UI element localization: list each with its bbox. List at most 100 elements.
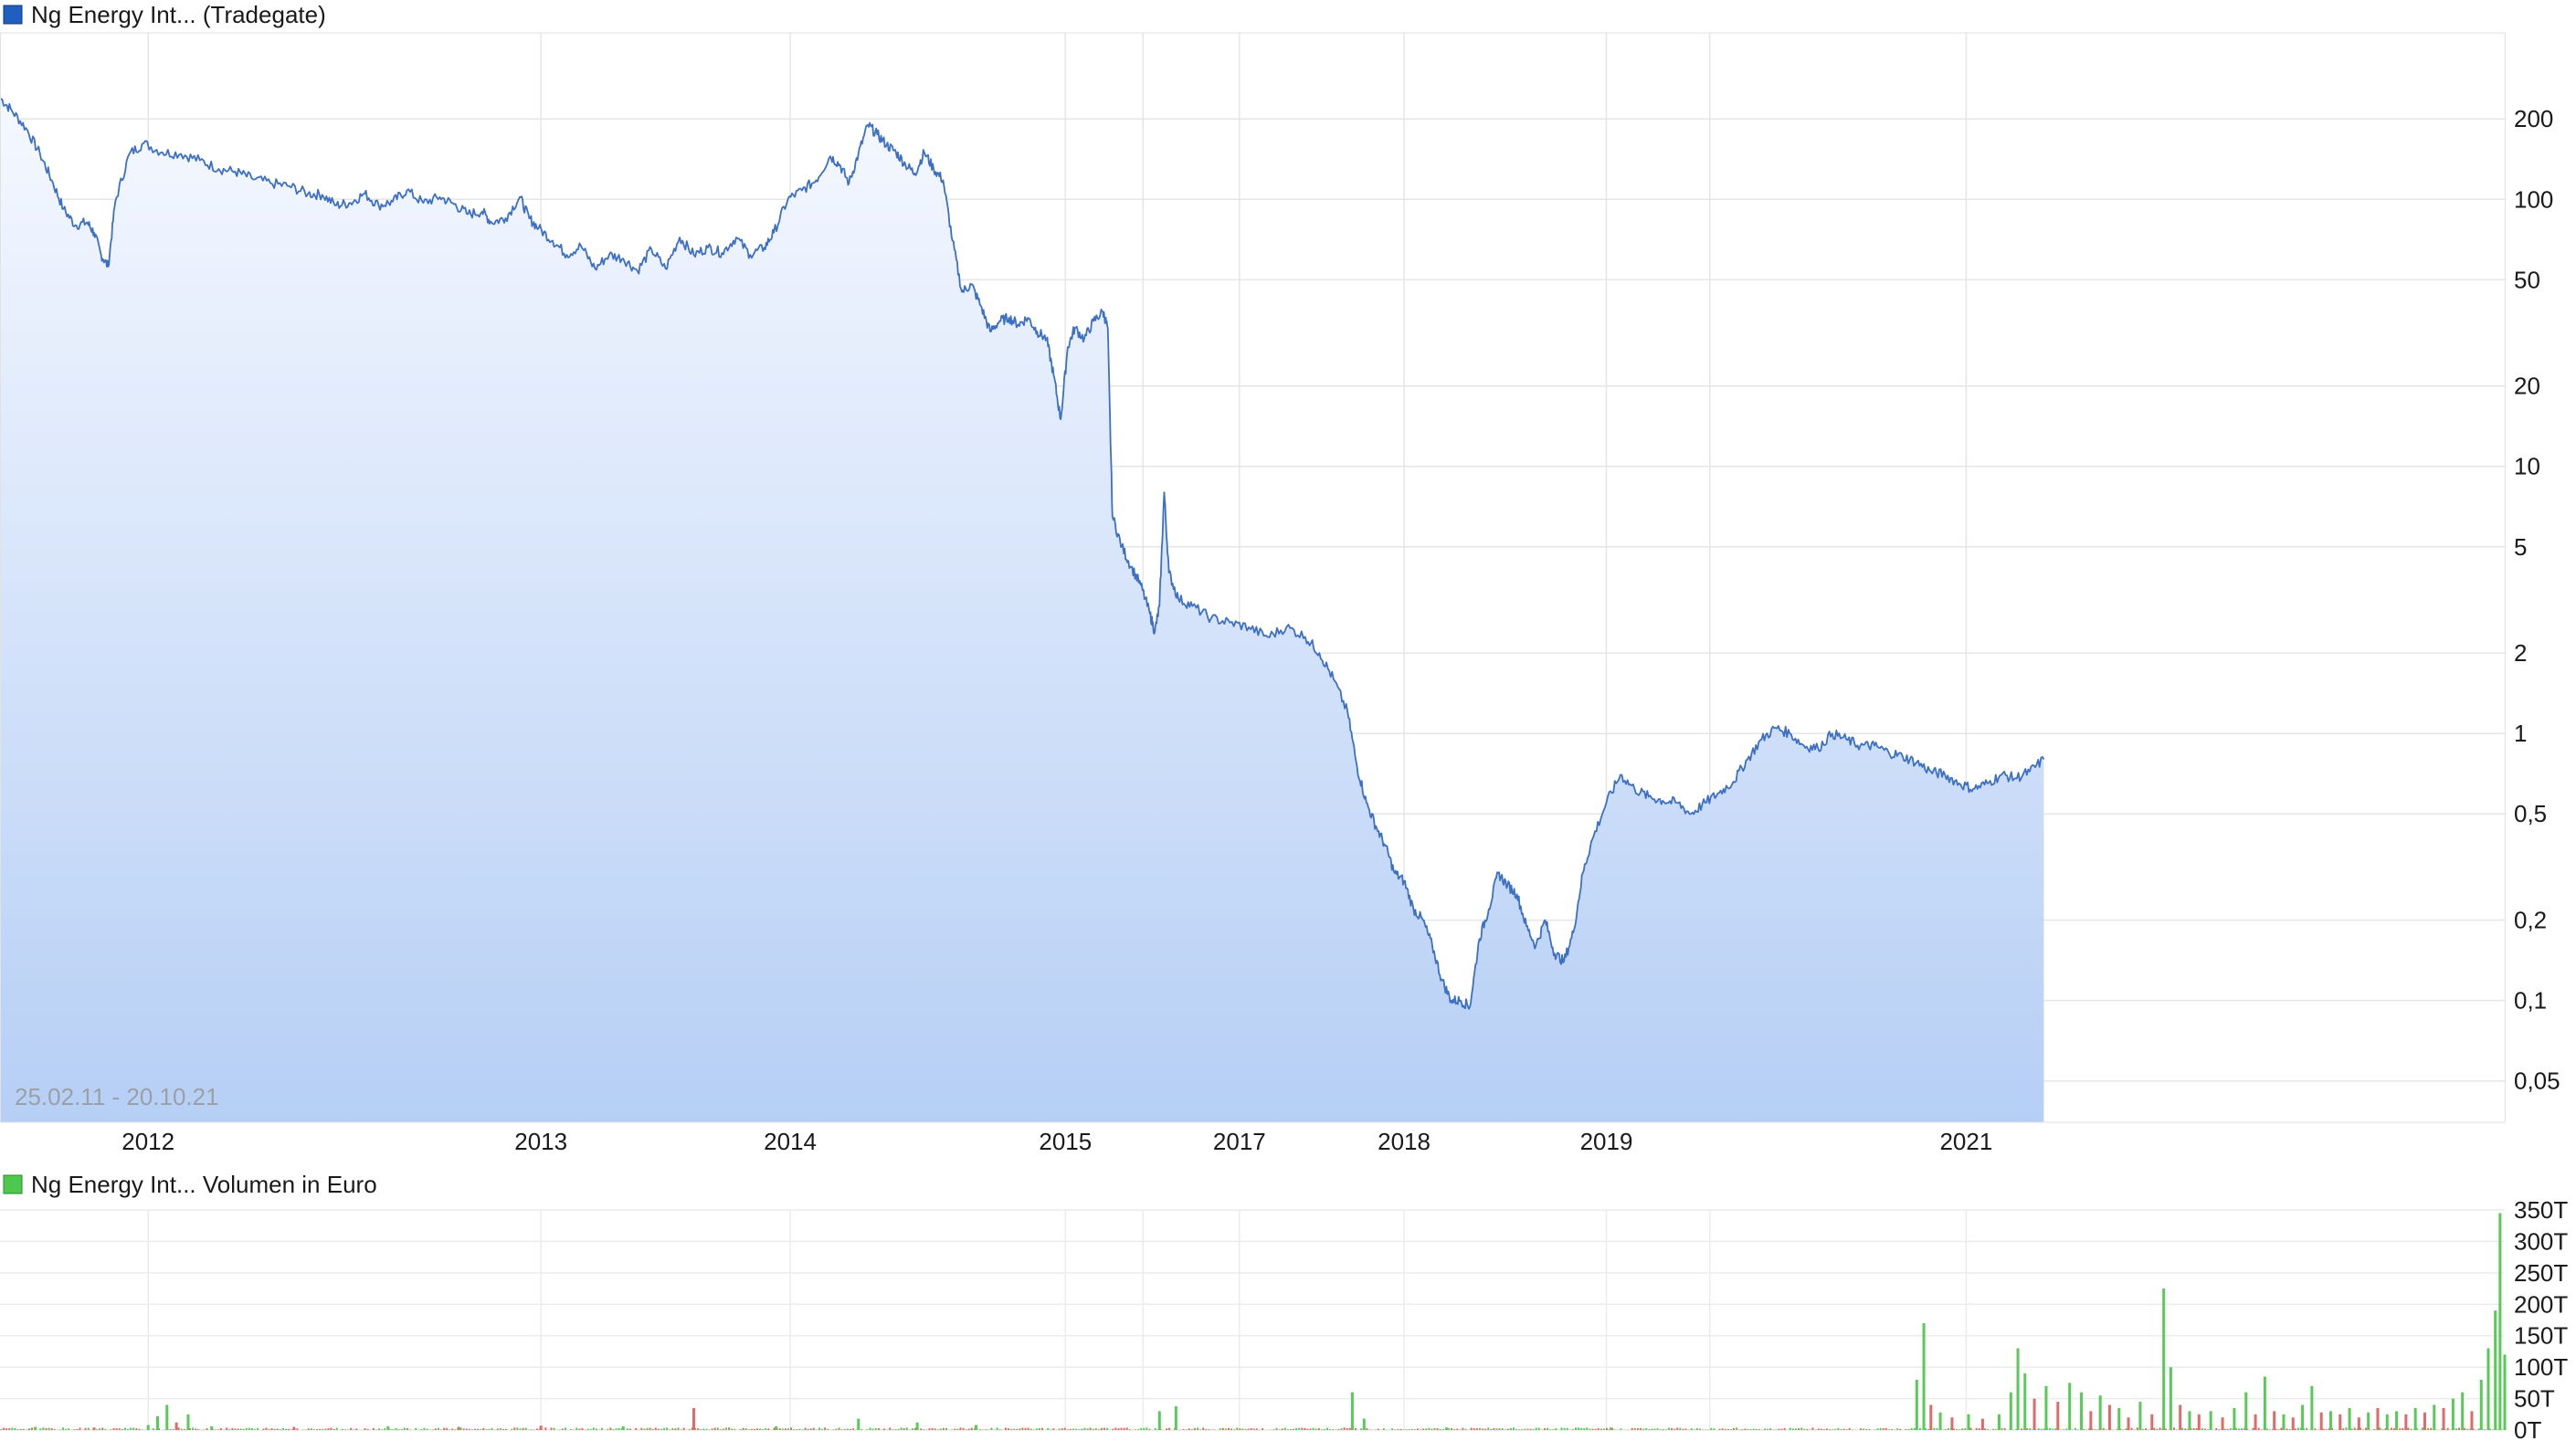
volume-bar [1038,1428,1040,1430]
price-legend-swatch [3,5,23,25]
volume-bar [519,1428,522,1430]
volume-bar [1301,1427,1304,1430]
volume-bar [468,1428,470,1430]
volume-bar [2338,1414,2342,1430]
volume-bar [1549,1429,1552,1430]
volume-bar [112,1428,115,1430]
volume-bar [2215,1427,2218,1430]
volume-bar [1662,1428,1664,1430]
volume-bar [1664,1429,1667,1430]
volume-bar [2233,1407,2236,1430]
volume-bar [2444,1429,2446,1430]
x-tick-label: 2015 [1039,1128,1092,1155]
volume-bar [1066,1429,1069,1430]
volume-bar [3,1427,5,1430]
volume-bar [1829,1429,1832,1430]
volume-bar [1128,1428,1131,1430]
volume-bar [2415,1427,2418,1430]
volume-bar [2252,1427,2254,1430]
volume-bar [239,1428,242,1430]
volume-bar [1100,1427,1103,1430]
volume-bar [1343,1427,1346,1430]
volume-bar [1631,1427,1633,1430]
volume-bar [897,1428,900,1430]
volume-bar [2176,1429,2179,1430]
volume-bar [437,1427,439,1430]
volume-bar [928,1428,931,1430]
volume-bar [905,1427,908,1430]
volume-bar [1114,1427,1117,1430]
volume-bar [1041,1427,1044,1430]
volume-bar [2288,1429,2291,1430]
volume-bar [821,1428,824,1430]
volume-bar [742,1427,744,1430]
volume-bar [1560,1427,1563,1430]
volume-bar [1944,1428,1947,1430]
volume-bar [889,1427,892,1430]
volume-bar [1298,1427,1301,1430]
volume-bar [1199,1429,1202,1430]
volume-bar [702,1428,705,1430]
volume-bar [138,1428,141,1430]
volume-bar [798,1428,801,1430]
volume-bar [589,1429,592,1430]
volume-bar [443,1427,446,1430]
volume-bar [1013,1428,1016,1430]
volume-bar [2458,1427,2461,1430]
price-y-tick-label: 0,1 [2514,987,2547,1015]
volume-bar [1913,1427,1916,1430]
volume-bar [2201,1427,2203,1430]
volume-bar [871,1428,874,1430]
volume-bar [903,1427,905,1430]
volume-bar [2379,1427,2381,1430]
volume-bar [2280,1427,2283,1430]
volume-bar [2188,1411,2191,1430]
volume-bar [1145,1427,1148,1430]
volume-bar [400,1429,403,1430]
volume-bar [268,1428,270,1430]
volume-bar [2169,1367,2172,1430]
volume-bar [1574,1427,1577,1430]
volume-bar [1752,1428,1755,1430]
price-y-tick-label: 20 [2514,373,2540,400]
volume-bar [449,1429,451,1430]
volume-bar [920,1428,923,1430]
volume-bar [750,1428,753,1430]
volume-bar [353,1429,355,1430]
volume-bar [979,1429,982,1430]
volume-y-tick-label: 0T [2514,1416,2541,1441]
volume-bar [711,1428,713,1430]
volume-bar [237,1428,239,1430]
volume-bar [505,1429,508,1430]
volume-bar [1405,1429,1408,1430]
volume-bar [319,1428,322,1430]
volume-bar [2319,1412,2323,1430]
volume-bar [446,1427,449,1430]
volume-bar [1230,1428,1233,1430]
volume-bar [1794,1428,1797,1430]
volume-bar [2049,1427,2052,1430]
volume-bar [343,1429,346,1430]
volume-bar [775,1425,778,1430]
volume-bar [2179,1404,2182,1430]
volume-bar [809,1428,812,1430]
volume-bar [787,1428,789,1430]
volume-bar [2032,1429,2034,1430]
volume-bar [2223,1428,2226,1430]
volume-bar [8,1427,11,1430]
volume-bar [651,1429,654,1430]
volume-bar [609,1427,612,1430]
volume-bar [1050,1429,1052,1430]
volume-bar [1010,1428,1013,1430]
x-tick-label: 2013 [514,1128,567,1155]
volume-bar [279,1429,281,1430]
volume-bar [2306,1427,2308,1430]
volume-bar [1241,1428,1244,1430]
volume-bar [578,1428,581,1430]
volume-bar [570,1429,573,1430]
volume-bar [1825,1428,1828,1430]
volume-bar [974,1425,977,1430]
price-y-tick-label: 1 [2514,720,2527,747]
volume-bar [1905,1428,1907,1430]
volume-bar [970,1427,973,1430]
